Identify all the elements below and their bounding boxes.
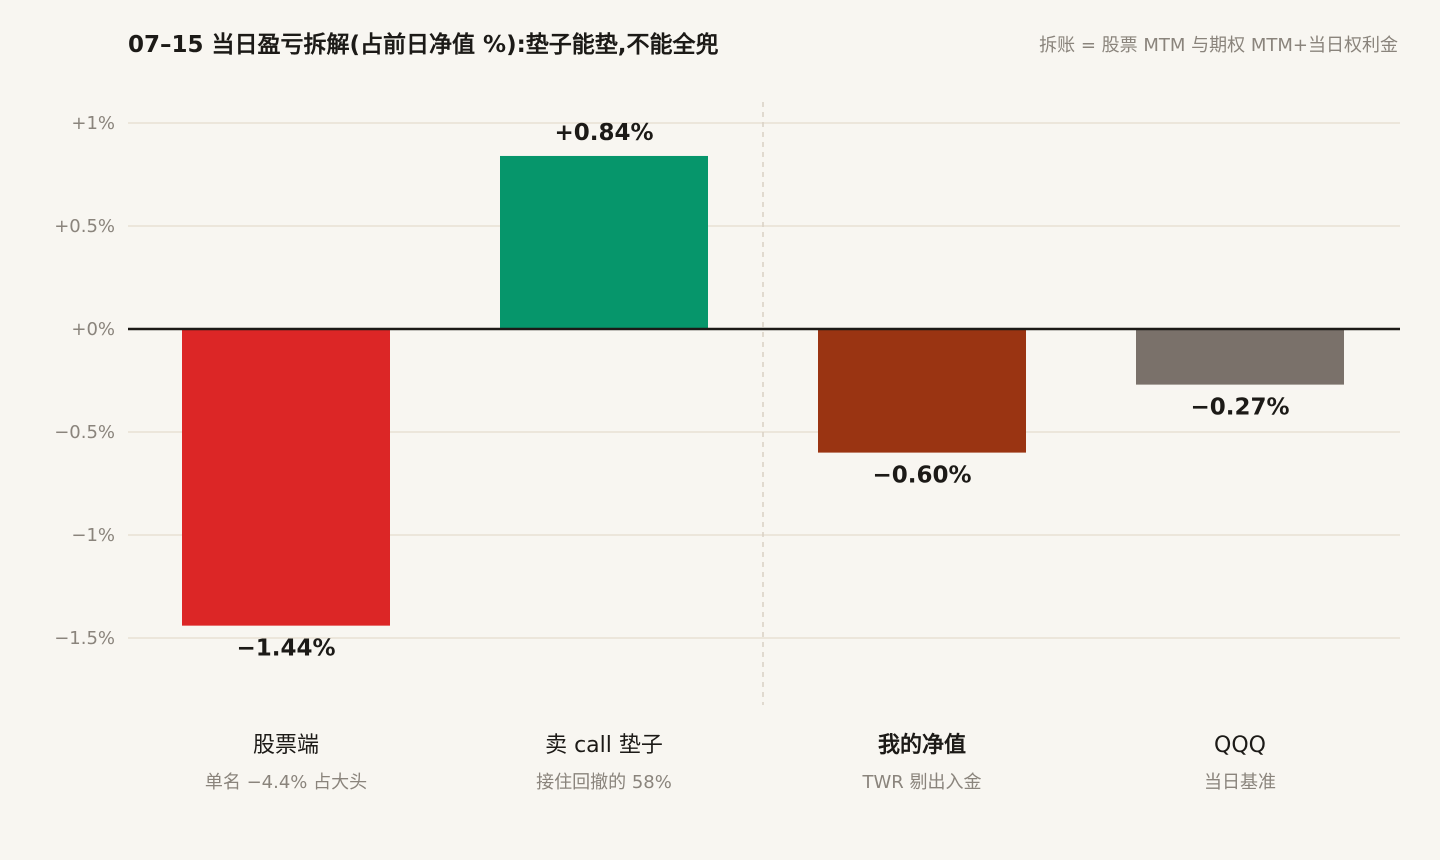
x-category-label: QQQ (1214, 733, 1266, 758)
bar (818, 329, 1026, 453)
data-label: −0.60% (872, 463, 971, 489)
x-category-label: 我的净值 (878, 732, 966, 758)
y-tick-label: −1% (71, 525, 115, 546)
y-tick-label: +1% (71, 113, 115, 134)
bar (182, 329, 390, 626)
x-category-subtitle: 接住回撤的 58% (536, 772, 672, 793)
data-label: +0.84% (554, 120, 653, 146)
x-category-subtitle: 单名 −4.4% 占大头 (205, 772, 367, 793)
y-tick-label: −1.5% (54, 628, 115, 649)
chart-title: 07–15 当日盈亏拆解(占前日净值 %):垫子能垫,不能全兜 (128, 31, 719, 58)
y-tick-label: +0.5% (54, 216, 115, 237)
y-tick-label: +0% (71, 319, 115, 340)
x-category-label: 卖 call 垫子 (545, 733, 663, 758)
y-axis-ticks: +1% +0.5% +0% −0.5% −1% −1.5% (54, 113, 115, 649)
x-category-subtitle: TWR 剔出入金 (861, 772, 981, 793)
data-label: −0.27% (1190, 395, 1289, 421)
chart-note: 拆账 = 股票 MTM 与期权 MTM+当日权利金 (1039, 35, 1398, 56)
bars (128, 155, 1400, 626)
x-category-label: 股票端 (253, 733, 319, 758)
bar (1136, 329, 1344, 385)
data-label: −1.44% (236, 636, 335, 662)
value-labels: −1.44% +0.84% −0.60% −0.27% (236, 120, 1289, 662)
x-category-subtitle: 当日基准 (1204, 772, 1276, 793)
bar (500, 155, 708, 329)
y-tick-label: −0.5% (54, 422, 115, 443)
